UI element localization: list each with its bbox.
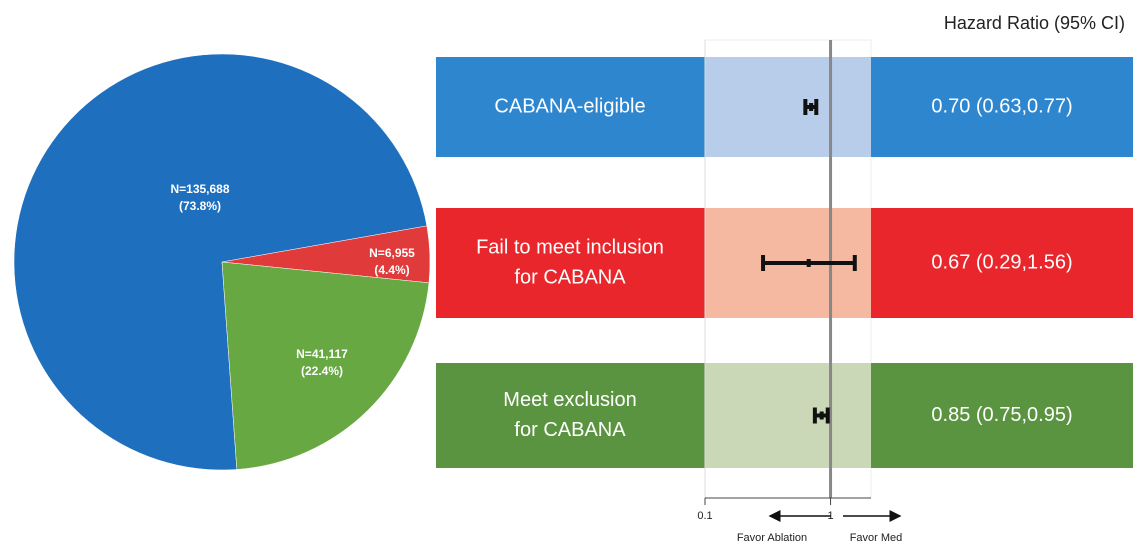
point-estimate	[809, 103, 814, 111]
value-label: (4.4%)	[374, 263, 409, 277]
row-label-box	[436, 363, 705, 468]
row-label: CABANA-eligible	[494, 95, 645, 117]
x-tick-label: 0.1	[697, 510, 712, 522]
row-value-box	[871, 57, 1133, 157]
annotation: Favor Ablation	[737, 532, 807, 544]
forest-title: Hazard Ratio (95% CI)	[944, 13, 1125, 33]
count-label: N=41,117	[296, 347, 348, 361]
point-estimate	[819, 411, 824, 420]
row-band	[705, 57, 871, 157]
value-label: (73.8%)	[179, 199, 221, 213]
row-band	[705, 363, 871, 468]
row-label: Meet exclusion	[503, 389, 636, 411]
pie-slice	[221, 261, 430, 470]
pie-slice	[13, 53, 428, 471]
row-label: Fail to meet inclusion	[476, 236, 664, 258]
row-value-box	[871, 363, 1133, 468]
row-value-box	[871, 208, 1133, 318]
point-estimate	[806, 259, 811, 267]
row-value-label: 0.85 (0.75,0.95)	[931, 404, 1072, 426]
row-label-box	[436, 208, 705, 318]
value-label: (22.4%)	[301, 364, 343, 378]
row-label-box	[436, 57, 705, 157]
row-label: for CABANA	[514, 266, 626, 288]
row-value-label: 0.70 (0.63,0.77)	[931, 95, 1072, 117]
row-label: for CABANA	[514, 419, 626, 441]
x-tick-label: 1	[827, 510, 833, 522]
count-label: N=135,688	[170, 182, 229, 196]
annotation: Favor Med	[850, 532, 903, 544]
count-label: N=6,955	[369, 246, 415, 260]
row-value-label: 0.67 (0.29,1.56)	[931, 251, 1072, 273]
